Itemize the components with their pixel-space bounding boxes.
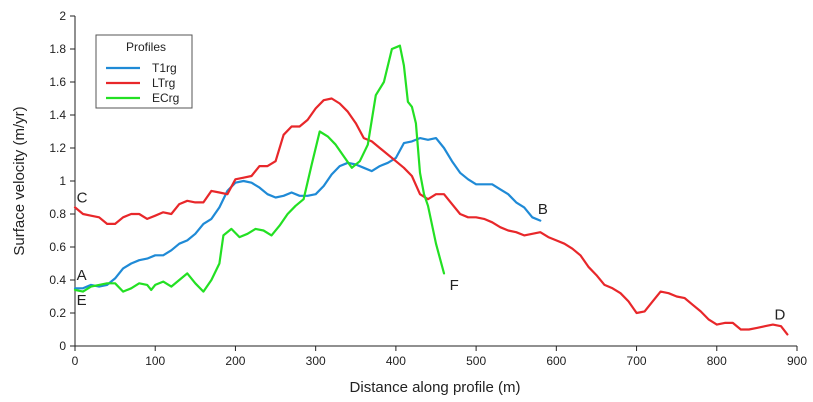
y-axis-title: Surface velocity (m/yr) xyxy=(11,106,28,255)
legend-label-t1rg: T1rg xyxy=(152,61,177,75)
legend-label-ecrg: ECrg xyxy=(152,91,179,105)
y-tick-label: 0 xyxy=(59,339,66,353)
x-tick-label: 300 xyxy=(306,354,326,368)
endpoint-label-b: B xyxy=(538,201,548,218)
endpoint-annotations: AE C B F D xyxy=(77,190,786,324)
series-line-t1rg xyxy=(73,137,542,290)
y-tick-label: 1.2 xyxy=(49,141,66,155)
x-tick-label: 500 xyxy=(466,354,486,368)
y-tick-label: 1.8 xyxy=(49,42,66,56)
legend-box xyxy=(95,34,193,109)
x-tick-label: 200 xyxy=(225,354,245,368)
y-tick-label: 0.4 xyxy=(49,273,66,287)
endpoint-label-f: F xyxy=(450,277,459,294)
axes: 0 0.2 0.4 0.6 0.8 1 1.2 1.4 1.6 1.8 2 0 100 200 300 400… xyxy=(49,9,807,368)
endpoint-label-c: C xyxy=(77,190,88,207)
y-tick-label: 1.4 xyxy=(49,108,66,122)
endpoint-label-a: A xyxy=(77,267,87,284)
y-tick-label: 0.8 xyxy=(49,207,66,221)
endpoint-label-e: E xyxy=(77,292,87,309)
endpoint-label-d: D xyxy=(775,307,786,324)
series-line-ltrg xyxy=(73,97,789,336)
x-tick-label: 800 xyxy=(707,354,727,368)
y-tick-label: 2 xyxy=(59,9,66,23)
series-lines xyxy=(73,44,789,336)
x-tick-label: 600 xyxy=(546,354,566,368)
legend-title: Profiles xyxy=(126,40,166,54)
x-tick-label: 400 xyxy=(386,354,406,368)
x-tick-label: 700 xyxy=(627,354,647,368)
y-tick-label: 1 xyxy=(59,174,66,188)
y-tick-label: 1.6 xyxy=(49,75,66,89)
series-line-ecrg xyxy=(73,44,446,293)
y-tick-label: 0.2 xyxy=(49,306,66,320)
y-tick-label: 0.6 xyxy=(49,240,66,254)
x-tick-label: 100 xyxy=(145,354,165,368)
legend-label-ltrg: LTrg xyxy=(152,76,175,90)
x-tick-label: 0 xyxy=(72,354,79,368)
x-axis-title: Distance along profile (m) xyxy=(350,379,521,396)
x-tick-label: 900 xyxy=(787,354,807,368)
